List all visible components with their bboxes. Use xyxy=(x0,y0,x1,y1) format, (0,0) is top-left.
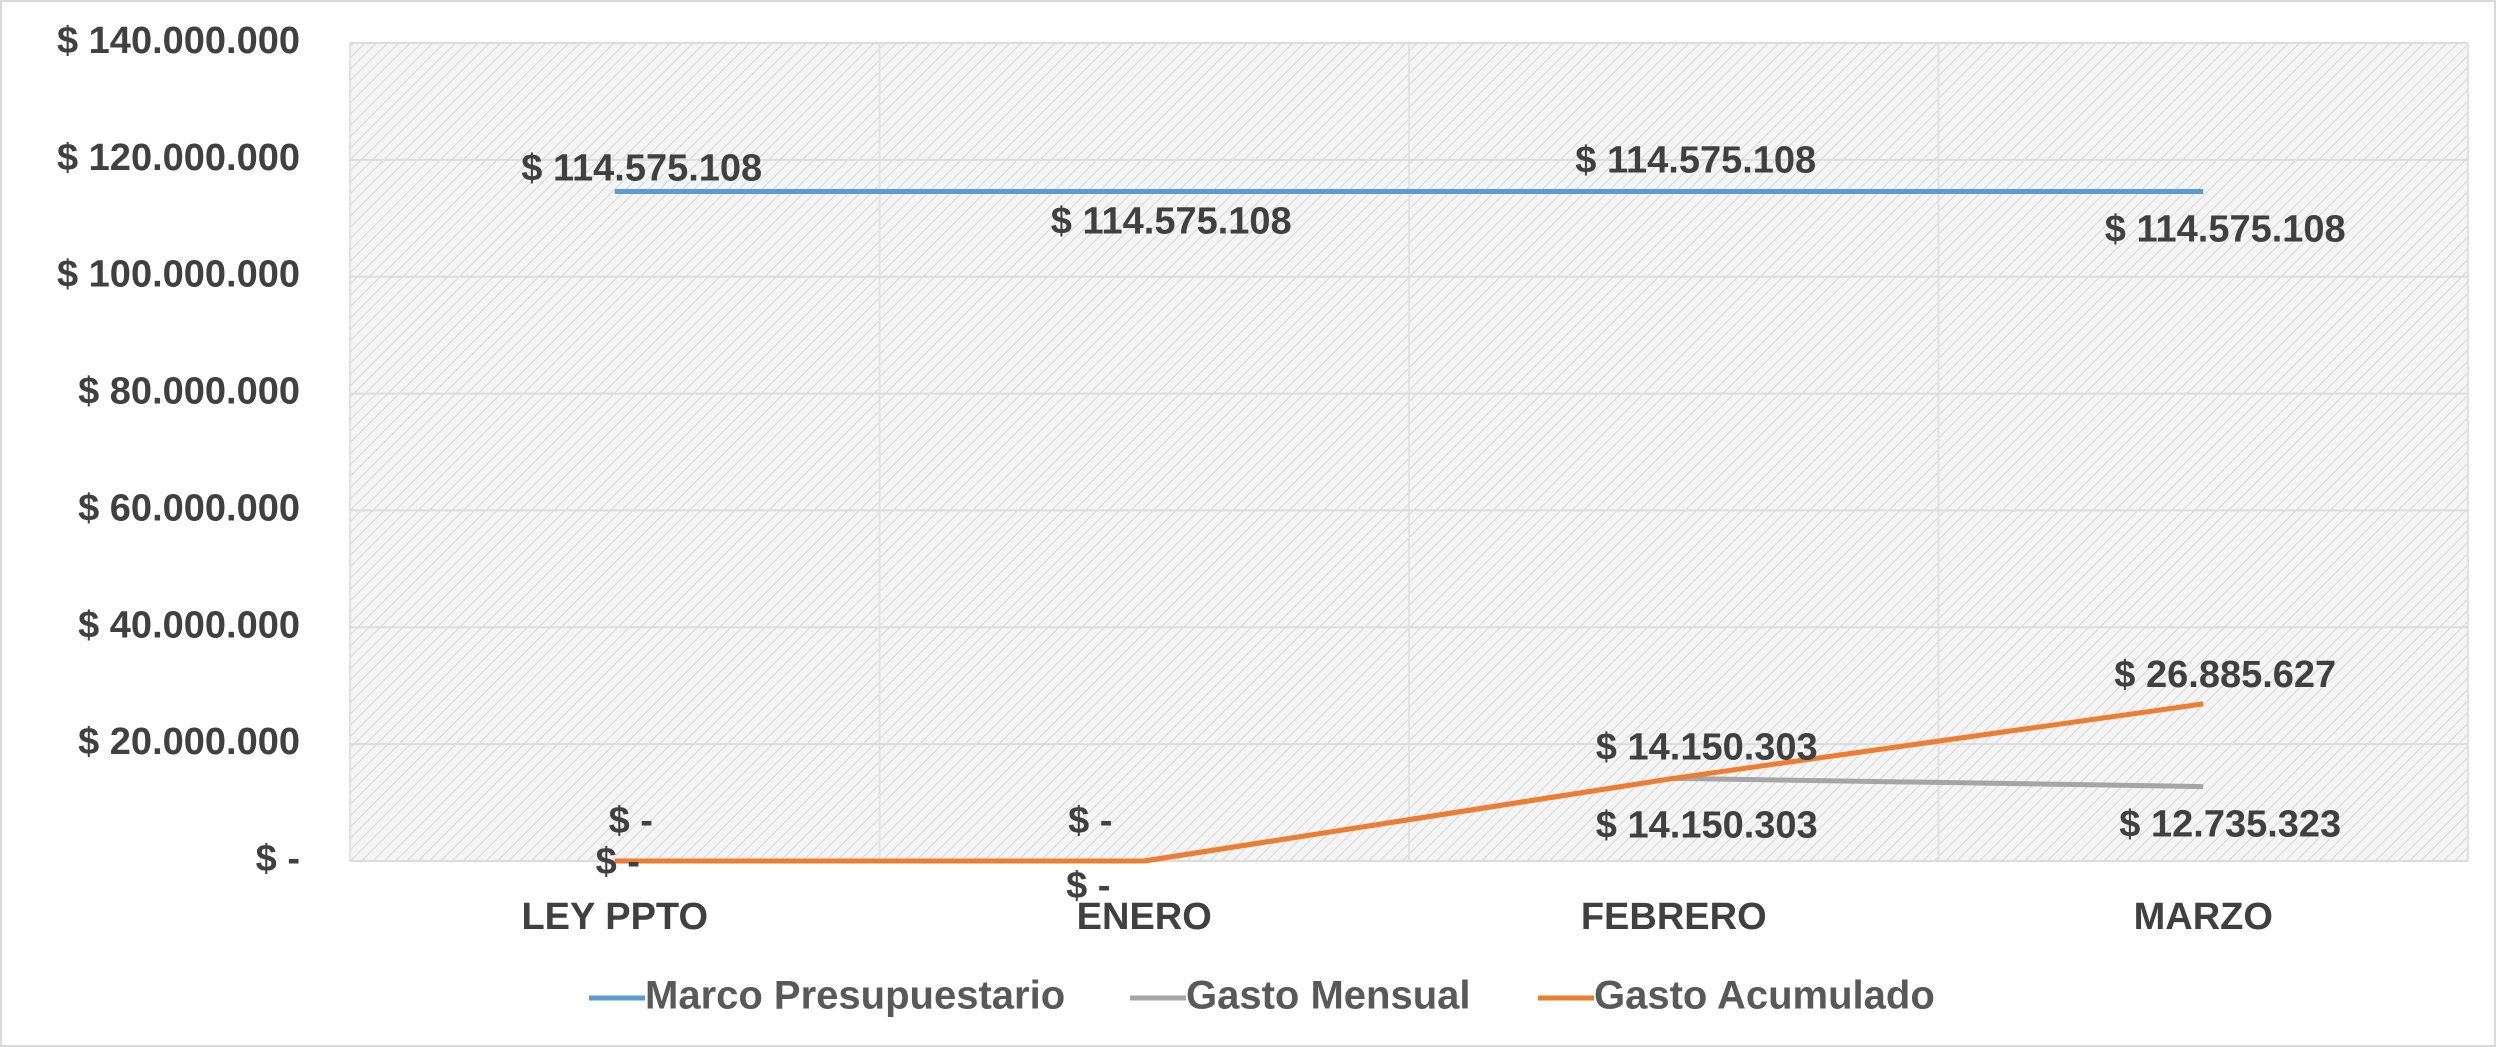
data-label: $ 114.575.108 xyxy=(2105,209,2346,251)
legend-label: Gasto Acumulado xyxy=(1594,974,1935,1018)
data-label: $ 14.150.303 xyxy=(1596,726,1818,768)
x-tick-label: LEY PPTO xyxy=(521,896,708,938)
data-label: $ 114.575.108 xyxy=(1051,201,1292,243)
data-label: $ - xyxy=(1068,800,1112,842)
data-label: $ 114.575.108 xyxy=(1575,140,1816,182)
series-line xyxy=(614,701,2204,864)
data-label: $ 12.735.323 xyxy=(2119,804,2341,846)
x-tick-label: FEBRERO xyxy=(1581,896,1767,938)
data-label: $ 26.885.627 xyxy=(2114,654,2336,696)
data-label: $ - xyxy=(596,841,640,883)
data-label: $ - xyxy=(1066,865,1110,907)
data-label: $ 14.150.303 xyxy=(1596,804,1818,846)
x-tick-label: MARZO xyxy=(2134,896,2273,938)
y-tick-label: $ 100.000.000 xyxy=(57,254,300,296)
y-tick-label: $ - xyxy=(256,838,300,880)
data-label: $ - xyxy=(609,800,653,842)
y-tick-label: $ 60.000.000 xyxy=(78,487,300,529)
legend-label: Gasto Mensual xyxy=(1186,974,1471,1018)
legend-label: Marco Presupuestario xyxy=(645,974,1065,1018)
y-tick-label: $ 120.000.000 xyxy=(57,137,300,179)
data-label: $ 114.575.108 xyxy=(521,148,762,190)
y-tick-label: $ 80.000.000 xyxy=(78,371,300,413)
y-tick-label: $ 140.000.000 xyxy=(57,20,300,62)
y-tick-label: $ 40.000.000 xyxy=(78,604,300,646)
y-tick-label: $ 20.000.000 xyxy=(78,721,300,763)
x-tick-label: ENERO xyxy=(1077,896,1212,938)
